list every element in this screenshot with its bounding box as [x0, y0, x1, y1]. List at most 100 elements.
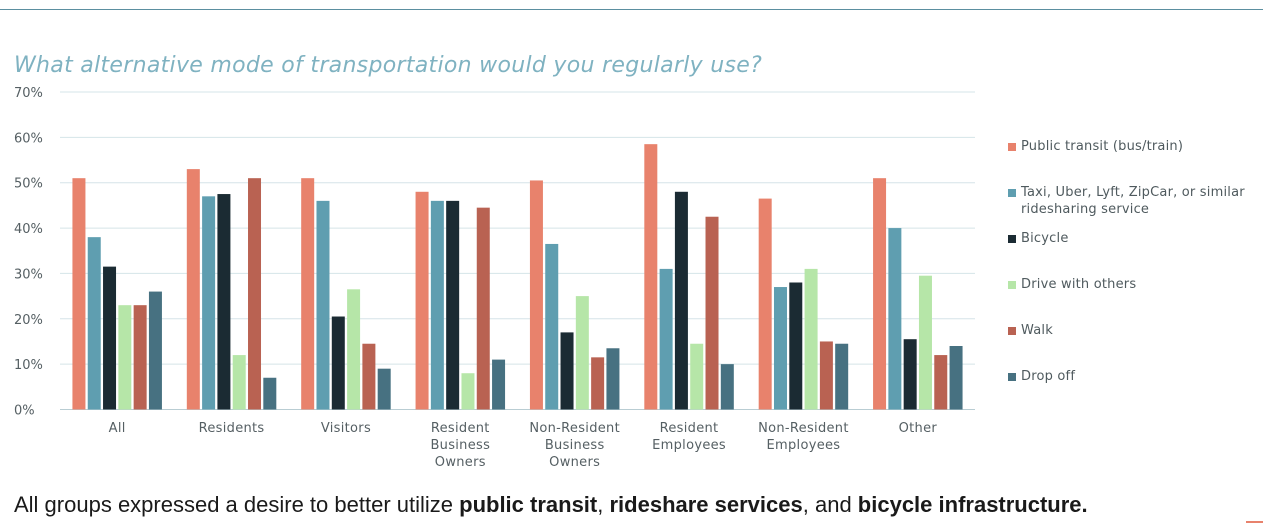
bar [415, 191, 429, 410]
bar [87, 237, 101, 410]
footer-separator: , and [802, 492, 858, 517]
bar [316, 200, 330, 410]
bar [591, 357, 605, 410]
bar [72, 178, 86, 410]
legend-item: Drive with others [1008, 276, 1136, 293]
legend-item: Walk [1008, 322, 1053, 339]
bar [529, 180, 543, 410]
footer-bold-rideshare: rideshare services [609, 492, 803, 517]
bar [217, 194, 231, 410]
footer-caption: All groups expressed a desire to better … [14, 492, 1088, 518]
y-tick-label: 60% [14, 131, 43, 146]
legend-label: Public transit (bus/train) [1021, 139, 1184, 154]
bar [758, 198, 772, 410]
bar [133, 305, 147, 410]
chart-title: What alternative mode of transportation … [14, 53, 763, 78]
bar [186, 169, 200, 410]
bar [476, 207, 490, 410]
legend-swatch [1008, 143, 1016, 151]
x-tick-label: Other [899, 421, 938, 436]
bar [789, 282, 803, 410]
x-tick-label: Visitors [321, 421, 371, 436]
legend-swatch [1008, 373, 1016, 381]
legend-item: Drop off [1008, 368, 1075, 385]
footer-bold-bicycle: bicycle infrastructure. [857, 492, 1088, 517]
bar [674, 191, 688, 410]
bar [347, 289, 361, 410]
y-tick-label: 10% [14, 358, 43, 373]
bar [644, 144, 658, 410]
legend-swatch [1008, 281, 1016, 289]
y-tick-label: 30% [14, 267, 43, 282]
x-tick-label: Business [545, 438, 605, 453]
footer-bold-public-transit: public transit [459, 492, 598, 517]
bar [331, 316, 345, 410]
legend-swatch [1008, 235, 1016, 243]
x-tick-label: All [109, 421, 126, 436]
y-tick-label: 50% [14, 177, 43, 192]
x-tick-label: Employees [767, 438, 841, 453]
bar [446, 200, 460, 410]
legend-label: Bicycle [1021, 231, 1069, 246]
legend-item: Bicycle [1008, 230, 1069, 247]
legend-label: Drive with others [1021, 277, 1137, 292]
bar [492, 359, 506, 410]
corner-accent [1246, 521, 1263, 523]
bar [575, 296, 589, 410]
y-tick-label: 20% [14, 313, 43, 328]
bar [377, 368, 391, 410]
legend-label: Drop off [1021, 369, 1076, 384]
bar [118, 305, 132, 410]
bar [918, 275, 932, 410]
bar [659, 268, 673, 410]
legend-swatch [1008, 189, 1016, 197]
bar [773, 287, 787, 410]
bar [690, 343, 704, 410]
bar [545, 243, 559, 410]
bar [560, 332, 574, 410]
x-tick-label: Business [430, 438, 490, 453]
y-tick-label: 70% [14, 86, 43, 101]
legend-label: ridesharing service [1021, 202, 1150, 217]
legend-item: Public transit (bus/train) [1008, 138, 1183, 155]
x-tick-label: Employees [652, 438, 726, 453]
x-tick-label: Owners [549, 455, 600, 470]
bar [248, 178, 262, 410]
bar [720, 364, 734, 410]
bar [430, 200, 444, 410]
bar [903, 339, 917, 410]
bar [263, 377, 277, 410]
top-divider-line [0, 9, 1263, 10]
legend-item: Taxi, Uber, Lyft, ZipCar, or similar ride… [1008, 184, 1245, 218]
footer-separator: , [597, 492, 610, 517]
bar-chart: 0% 10% 20% 30% 40% 50% 60% 70% All Residents Visit… [14, 86, 975, 470]
bar [461, 373, 475, 410]
x-tick-label: Non-Resident [529, 421, 620, 436]
bar [232, 355, 246, 410]
bar [873, 178, 887, 410]
bar [103, 266, 117, 410]
bar [148, 291, 162, 410]
y-tick-label: 40% [14, 222, 43, 237]
bar [804, 268, 818, 410]
x-tick-label: Non-Resident [758, 421, 849, 436]
bar [606, 348, 620, 410]
legend-swatch [1008, 327, 1016, 335]
x-tick-label: Resident [431, 421, 490, 436]
bar [949, 346, 963, 410]
bar [888, 228, 902, 410]
bar [934, 355, 948, 410]
bar [819, 341, 833, 410]
bar [835, 343, 849, 410]
y-tick-label: 0% [14, 404, 35, 419]
bar [705, 216, 719, 410]
x-tick-label: Residents [199, 421, 265, 436]
x-tick-label: Resident [660, 421, 719, 436]
bar [362, 343, 376, 410]
bar [202, 196, 216, 410]
bar [301, 178, 315, 410]
legend-label: Walk [1021, 323, 1053, 338]
x-tick-label: Owners [435, 455, 486, 470]
footer-text: All groups expressed a desire to better … [14, 492, 460, 517]
legend-label: Taxi, Uber, Lyft, ZipCar, or similar [1021, 185, 1245, 200]
